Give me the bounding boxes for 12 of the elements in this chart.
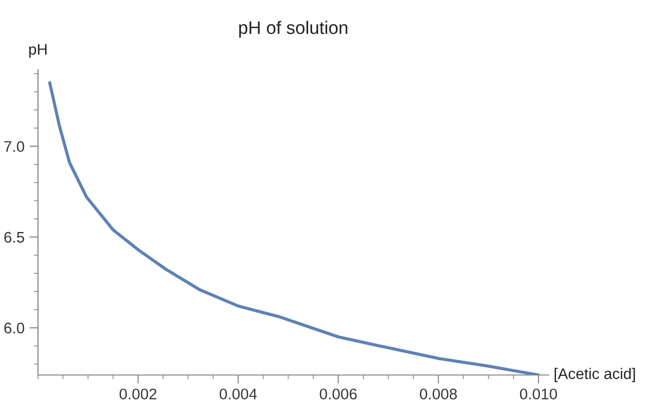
y-tick-label: 7.0 (4, 141, 24, 152)
chart-title: pH of solution (239, 20, 348, 38)
x-tick-label: 0.010 (520, 388, 558, 400)
y-tick-label: 6.5 (4, 232, 24, 243)
x-tick-label: 0.002 (120, 388, 156, 400)
y-axis-title: pH (29, 44, 47, 58)
x-axis-title: [Acetic acid] (554, 368, 635, 382)
line-series (48, 81, 540, 375)
x-tick-label: 0.006 (320, 388, 357, 400)
x-tick-label: 0.004 (220, 388, 257, 400)
x-tick-label: 0.008 (420, 388, 457, 400)
y-tick-label: 6.0 (4, 322, 24, 334)
